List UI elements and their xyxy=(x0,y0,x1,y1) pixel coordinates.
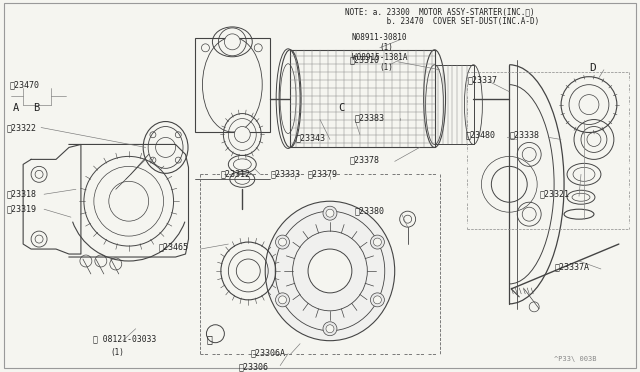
Circle shape xyxy=(35,235,43,243)
Circle shape xyxy=(404,215,412,223)
Circle shape xyxy=(35,170,43,178)
Bar xyxy=(435,65,474,144)
Text: ※23322: ※23322 xyxy=(6,123,36,132)
Text: ※23465: ※23465 xyxy=(159,243,189,251)
Text: ※23310: ※23310 xyxy=(350,55,380,64)
Circle shape xyxy=(225,34,240,50)
Text: ※23321: ※23321 xyxy=(539,190,569,199)
Text: ※23306A: ※23306A xyxy=(250,348,285,357)
Text: NOTE: a. 23300  MOTOR ASSY-STARTER(INC.※): NOTE: a. 23300 MOTOR ASSY-STARTER(INC.※) xyxy=(345,7,534,16)
Text: A: A xyxy=(13,103,19,113)
Text: ※23379: ※23379 xyxy=(308,170,338,179)
Bar xyxy=(195,38,270,132)
Circle shape xyxy=(371,235,385,249)
Circle shape xyxy=(326,325,334,333)
Circle shape xyxy=(276,293,289,307)
Circle shape xyxy=(308,249,352,293)
Text: ※23480: ※23480 xyxy=(465,130,495,139)
Circle shape xyxy=(522,147,536,161)
Circle shape xyxy=(234,126,250,142)
Circle shape xyxy=(579,94,599,115)
Circle shape xyxy=(323,206,337,220)
Text: ※23378: ※23378 xyxy=(350,155,380,164)
Text: ※23343: ※23343 xyxy=(295,133,325,142)
Circle shape xyxy=(522,207,536,221)
Circle shape xyxy=(236,259,260,283)
Circle shape xyxy=(109,181,148,221)
Text: ※23306: ※23306 xyxy=(238,362,268,371)
Circle shape xyxy=(278,296,287,304)
Text: ※23319: ※23319 xyxy=(6,205,36,214)
Circle shape xyxy=(587,132,601,147)
Circle shape xyxy=(278,238,287,246)
Text: ※23380: ※23380 xyxy=(355,207,385,216)
Text: ※23337: ※23337 xyxy=(467,75,497,84)
Text: ※23337A: ※23337A xyxy=(554,263,589,272)
Text: Ⓑ 08121-03033: Ⓑ 08121-03033 xyxy=(93,334,156,343)
Text: ※23312: ※23312 xyxy=(220,170,250,179)
Text: (1): (1) xyxy=(111,348,125,357)
Text: ※23318: ※23318 xyxy=(6,190,36,199)
Text: B: B xyxy=(33,103,39,113)
Circle shape xyxy=(323,322,337,336)
Text: ※23333: ※23333 xyxy=(270,170,300,179)
Circle shape xyxy=(373,296,381,304)
Text: C: C xyxy=(338,103,344,113)
Text: (1): (1) xyxy=(380,63,394,72)
Text: W08915-1381A: W08915-1381A xyxy=(352,53,408,62)
Circle shape xyxy=(326,209,334,217)
Text: ^P33\ 003B: ^P33\ 003B xyxy=(554,356,596,362)
Circle shape xyxy=(371,293,385,307)
Text: b. 23470  COVER SET-DUST(INC.A-D): b. 23470 COVER SET-DUST(INC.A-D) xyxy=(345,17,539,26)
Bar xyxy=(290,50,435,147)
Text: D: D xyxy=(589,63,596,73)
Circle shape xyxy=(276,235,289,249)
Circle shape xyxy=(373,238,381,246)
Text: (1): (1) xyxy=(380,43,394,52)
Ellipse shape xyxy=(265,201,395,341)
Text: N08911-30810: N08911-30810 xyxy=(352,33,408,42)
Text: ※23383: ※23383 xyxy=(355,113,385,122)
Text: ※23338: ※23338 xyxy=(509,130,540,139)
Text: Ⓑ: Ⓑ xyxy=(207,334,212,344)
Text: ※23470: ※23470 xyxy=(9,80,39,89)
Circle shape xyxy=(492,166,527,202)
